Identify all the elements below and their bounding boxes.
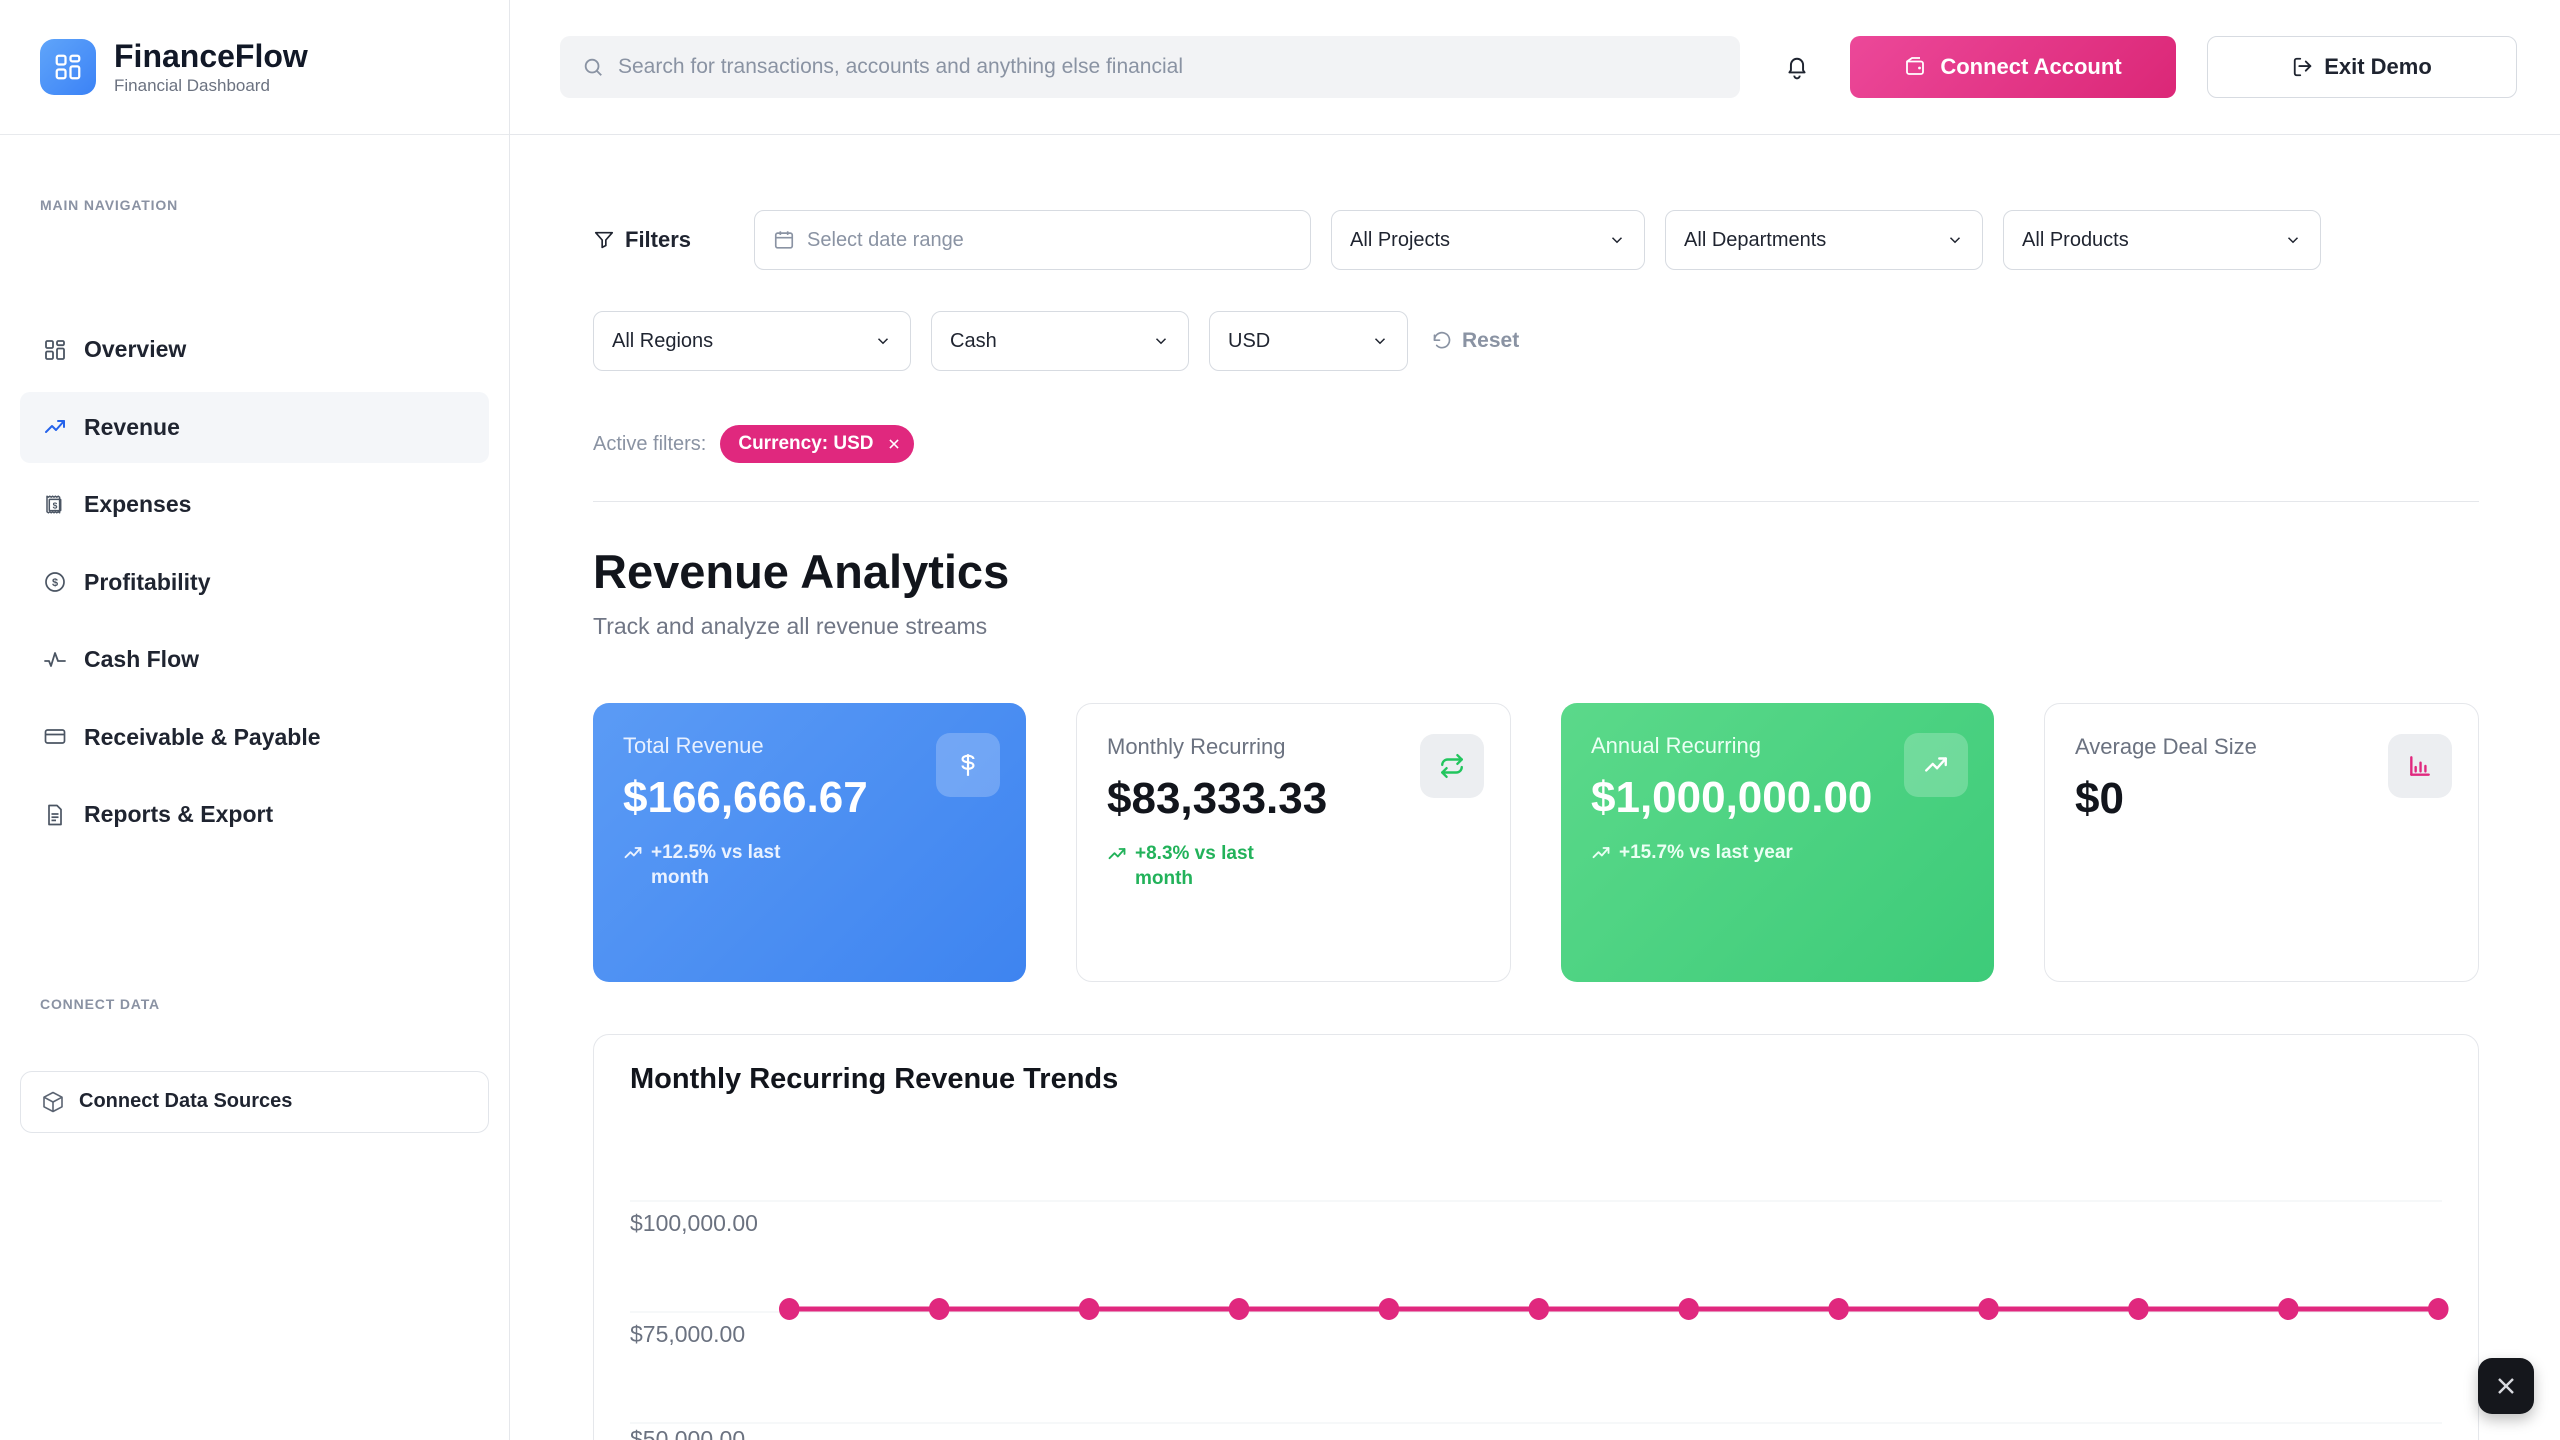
svg-text:$: $ xyxy=(52,577,58,589)
svg-text:$: $ xyxy=(53,500,58,510)
